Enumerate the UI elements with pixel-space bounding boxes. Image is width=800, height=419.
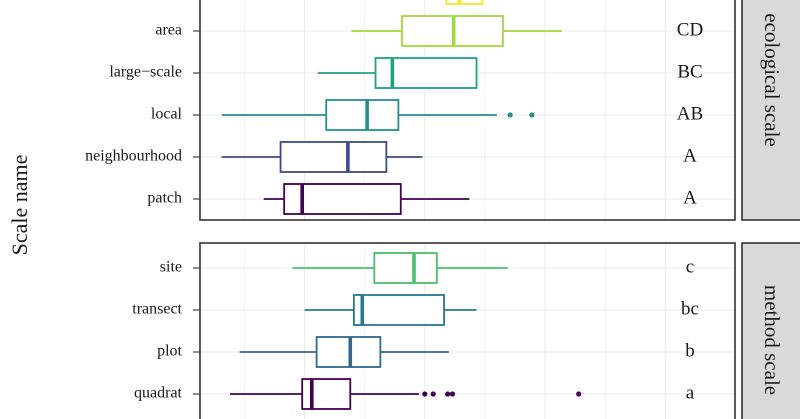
group-letter: b: [685, 340, 695, 361]
outlier: [507, 112, 513, 118]
box: [352, 294, 445, 326]
outlier: [422, 391, 428, 397]
group-letter: a: [686, 382, 695, 403]
group-letter: c: [686, 256, 694, 277]
y-tick-label: plot: [157, 343, 182, 360]
strip-label: ecological scale: [760, 13, 784, 147]
box: [445, 0, 484, 5]
box: [315, 336, 382, 368]
panel-background: [200, 243, 735, 419]
box: [325, 99, 400, 131]
box: [301, 378, 352, 410]
outlier: [576, 391, 582, 397]
strip-label: method scale: [760, 285, 784, 395]
y-tick-label: site: [160, 259, 182, 276]
group-letter: bc: [681, 298, 699, 319]
group-letter: A: [683, 187, 697, 208]
group-letter: CD: [677, 19, 703, 40]
y-tick-label: transect: [132, 301, 182, 318]
outlier: [529, 112, 535, 118]
group-letter: A: [683, 145, 697, 166]
group-letter: AB: [677, 103, 703, 124]
y-tick-label: quadrat: [134, 385, 183, 402]
y-tick-label: area: [155, 22, 182, 39]
box: [279, 141, 388, 173]
outlier: [449, 391, 456, 397]
group-letter: BC: [677, 61, 702, 82]
outlier: [445, 391, 451, 397]
y-axis-title: Scale name: [7, 155, 32, 256]
y-tick-label: patch: [147, 190, 182, 207]
outlier: [430, 391, 436, 397]
y-tick-label: neighbourhood: [85, 148, 182, 165]
strip: [741, 242, 800, 419]
y-tick-label: local: [151, 106, 183, 123]
panel-border: [199, 0, 736, 221]
y-tick-label: large−scale: [109, 64, 182, 81]
panel-border: [199, 242, 736, 419]
box: [373, 252, 438, 284]
strip: [741, 0, 800, 221]
